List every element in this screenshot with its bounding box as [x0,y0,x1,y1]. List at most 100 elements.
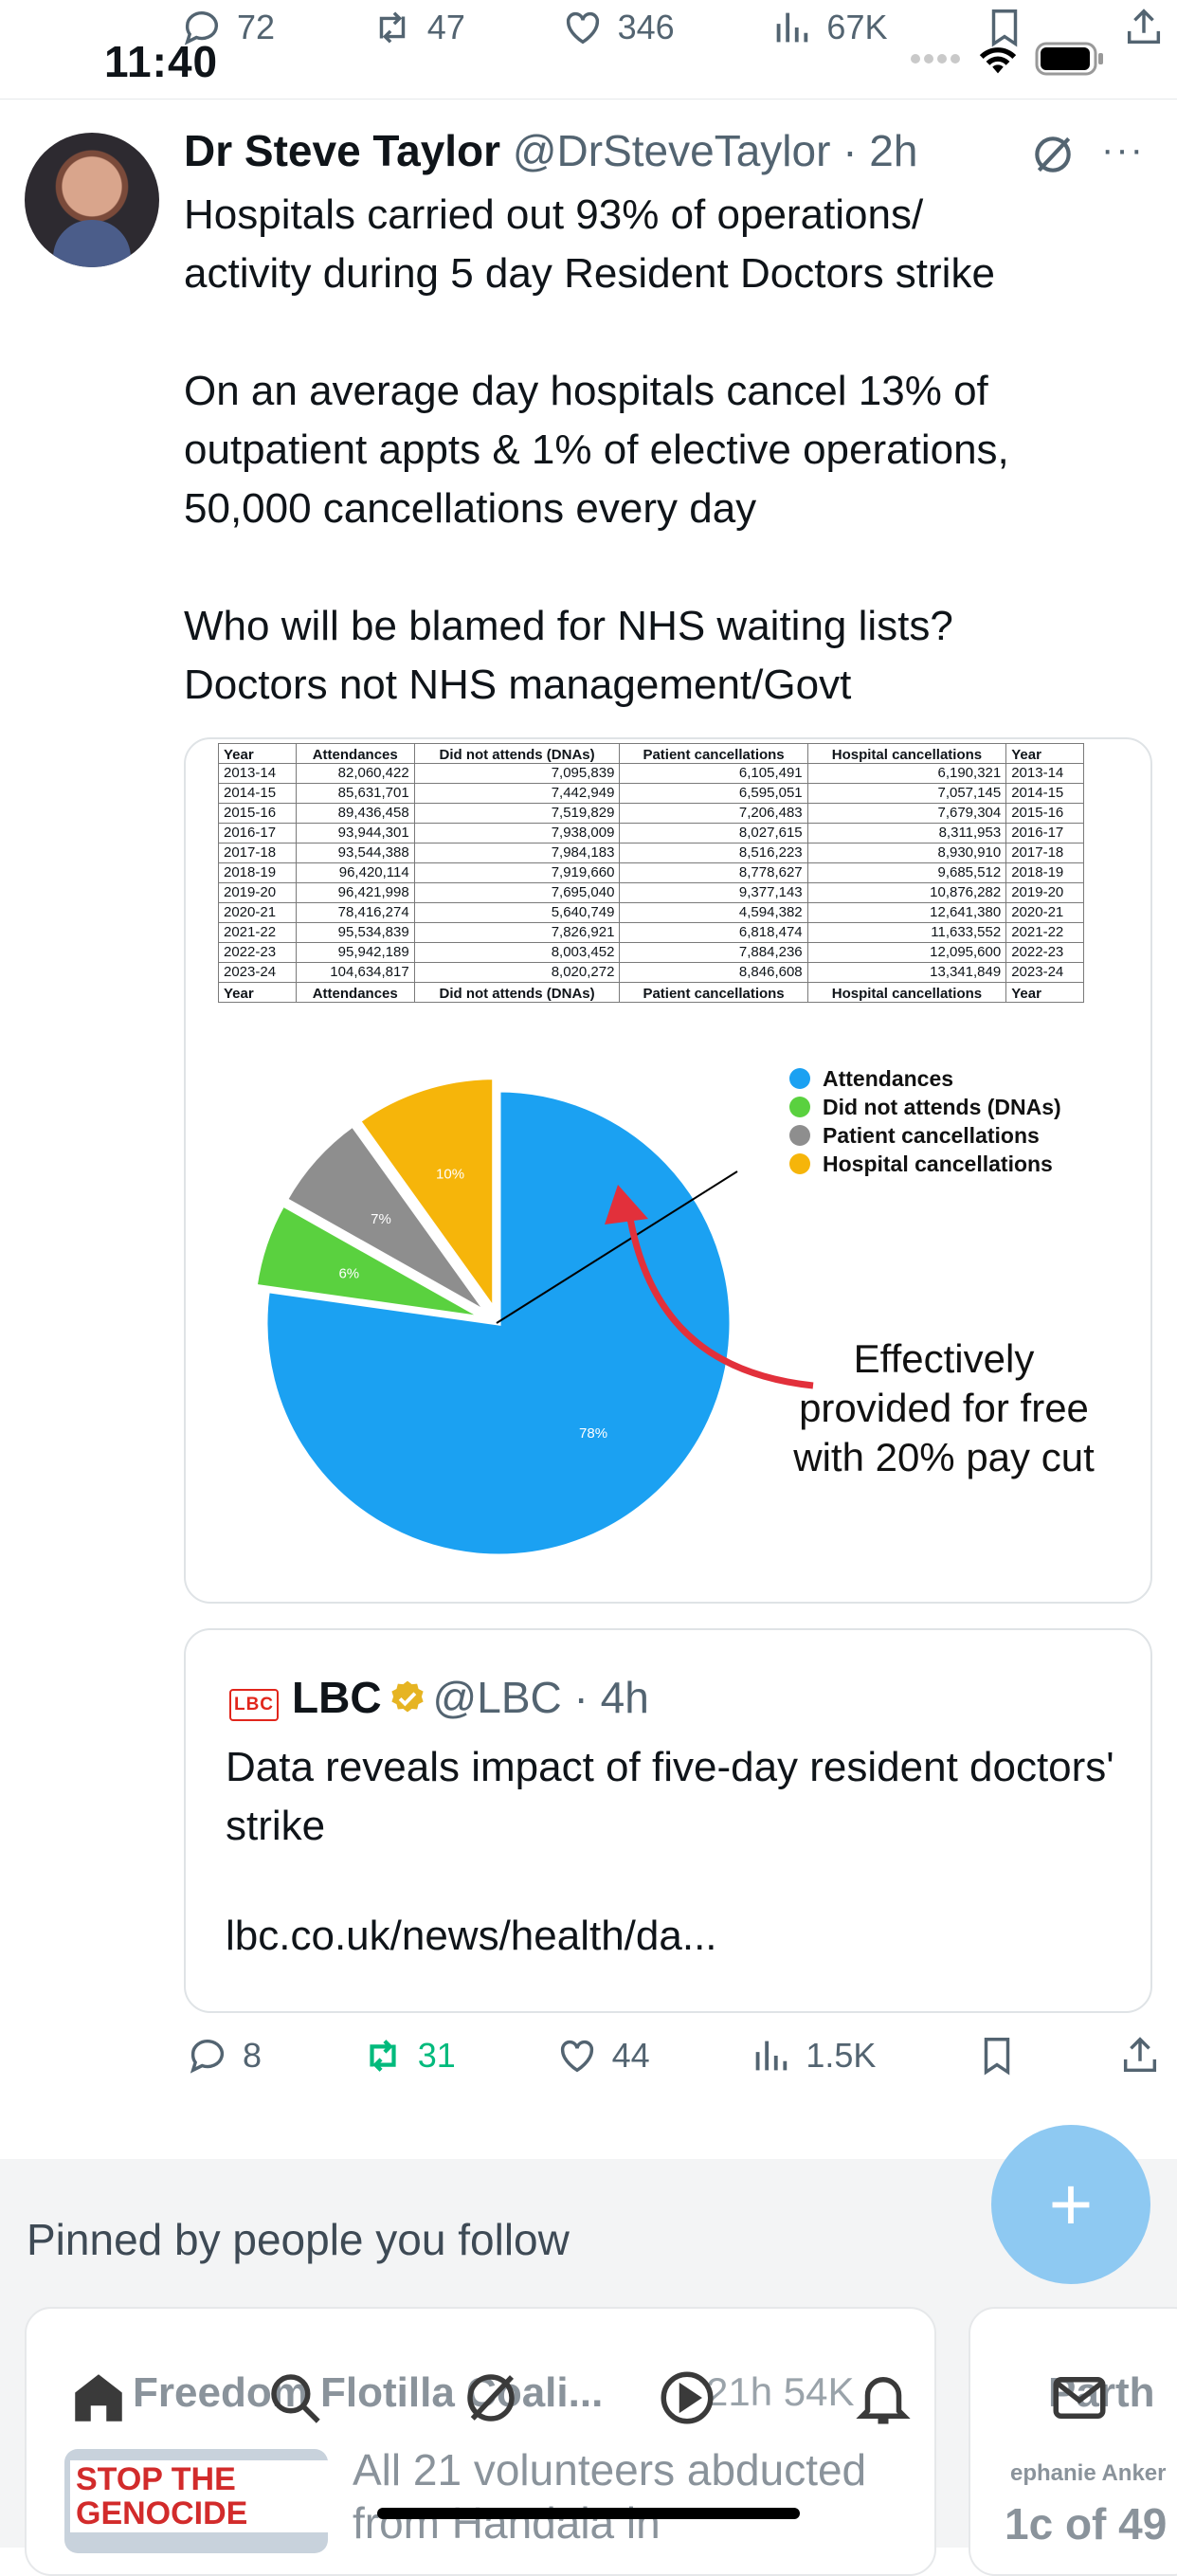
bookmark-icon [992,9,1018,47]
table-cell: 2018-19 [1005,862,1084,883]
grok-tab-icon[interactable] [460,2367,522,2429]
table-cell: 7,938,009 [413,823,621,844]
table-cell: 2023-24 [218,962,297,983]
table-row: 2014-15 85,631,701 7,442,949 6,595,051 7,057… [218,783,1084,804]
table-cell: 93,544,388 [295,843,415,863]
table-cell: 78,416,274 [295,902,415,923]
table-cell: 7,519,829 [413,803,621,824]
table-cell: 96,421,998 [295,882,415,903]
top-bookmark-button[interactable] [983,6,1026,49]
table-cell: 2013-14 [218,763,297,784]
quote-handle-time: @LBC · 4h [432,1673,649,1722]
table-row: 2016-17 93,944,301 7,938,009 8,027,615 8,311… [218,823,1084,844]
table-cell: 7,057,145 [806,783,1007,804]
table-cell: 82,060,422 [295,763,415,784]
table-cell: 104,634,817 [295,962,415,983]
legend-swatch [789,1068,810,1089]
reply-button[interactable]: 8 [186,2034,262,2077]
status-icons [910,42,1105,76]
bell-icon[interactable] [852,2367,914,2429]
search-icon[interactable] [263,2367,326,2429]
table-cell: 7,984,183 [413,843,621,863]
col-footer: Did not attends (DNAs) [413,982,621,1003]
legend-swatch [789,1153,810,1174]
quote-link[interactable]: lbc.co.uk/news/health/da... [226,1913,717,1959]
tweet-media[interactable]: Year Attendances Did not attends (DNAs) … [184,737,1152,1604]
slice-label: 7% [371,1211,391,1227]
col-footer: Attendances [295,982,415,1003]
top-action-bar [0,0,1177,100]
pinned-card-name: Freedom Flotilla Coali... [133,2369,604,2416]
table-cell: 7,095,839 [413,763,621,784]
col-header: Year [1005,743,1084,764]
like-button[interactable]: 44 [555,2034,650,2077]
bottom-tab-bar [0,2341,1177,2455]
top-like-button[interactable]: 346 [561,6,675,49]
views-count: 1.5K [806,2036,877,2075]
quoted-tweet[interactable]: LBC LBC @LBC · 4h Data reveals impact of … [184,1628,1152,2013]
compose-button[interactable]: + [991,2125,1150,2284]
play-icon[interactable] [656,2367,718,2429]
legend-entry: Did not attends (DNAs) [823,1095,1061,1119]
grok-icon[interactable] [1029,131,1077,178]
slice-label: 78% [579,1425,607,1442]
table-cell: 2014-15 [1005,783,1084,804]
repost-icon [370,2040,396,2072]
like-icon [566,11,599,45]
table-cell: 7,695,040 [413,882,621,903]
table-cell: 2019-20 [1005,882,1084,903]
table-cell: 12,641,380 [806,902,1007,923]
pinned-card[interactable] [969,2307,1177,2576]
author-avatar[interactable] [25,133,159,267]
tweet-text: Hospitals carried out 93% of operations/… [184,191,1009,708]
table-cell: 2015-16 [1005,803,1084,824]
tweet-actions: 8 31 44 1.5K [186,2034,1162,2077]
repost-button[interactable]: 31 [361,2034,456,2077]
pinned-card-meta: 21h 54K [706,2369,855,2414]
repost-icon [379,11,406,44]
col-header: Hospital cancellations [806,743,1007,764]
more-options-button[interactable]: ··· [1101,129,1145,171]
pie-slice-2 [252,1201,487,1321]
stats-table: Year Attendances Did not attends (DNAs) … [218,743,1084,1003]
quote-author: LBC @LBC · 4h [292,1672,649,1723]
bookmark-button[interactable] [975,2034,1019,2077]
table-row: 2021-22 95,534,839 7,826,921 6,818,474 11,63… [218,922,1084,943]
annotation-line: with 20% pay cut [792,1435,1095,1479]
top-actions: 72 47 346 67K [180,6,1166,49]
home-indicator [377,2508,800,2519]
top-share-button[interactable] [1122,6,1166,49]
table-cell: 2017-18 [218,843,297,863]
table-cell: 2022-23 [218,942,297,963]
table-cell: 7,919,660 [413,862,621,883]
legend-swatch [789,1097,810,1117]
table-cell: 2021-22 [1005,922,1084,943]
home-icon[interactable] [67,2367,130,2429]
top-reply-button[interactable]: 72 [180,6,275,49]
table-cell: 89,436,458 [295,803,415,824]
share-icon [1127,9,1161,45]
table-cell: 2016-17 [1005,823,1084,844]
views-button[interactable]: 1.5K [749,2034,876,2077]
mail-icon[interactable] [1048,2367,1111,2429]
table-cell: 7,442,949 [413,783,621,804]
reply-icon [184,11,219,45]
slice-label: 6% [338,1266,359,1282]
table-cell: 2023-24 [1005,962,1084,983]
top-views-button[interactable]: 67K [770,6,887,49]
table-cell: 12,095,600 [806,942,1007,963]
quote-display-name: LBC [292,1673,382,1722]
top-reply-count: 72 [237,8,276,46]
table-cell: 13,341,849 [806,962,1007,983]
top-repost-button[interactable]: 47 [371,6,465,49]
col-header: Did not attends (DNAs) [413,743,621,764]
share-button[interactable] [1118,2034,1162,2077]
bookmark-icon [984,2038,1010,2076]
thumbnail-text: STOP THE GENOCIDE [70,2460,328,2532]
annotation-line: provided for free [799,1386,1089,1430]
tweet-author[interactable]: Dr Steve Taylor @DrSteveTaylor · 2h [184,125,917,176]
pinned-title: Pinned by people you follow [27,2215,570,2264]
col-footer: Hospital cancellations [806,982,1007,1003]
col-footer: Patient cancellations [619,982,808,1003]
share-icon [1123,2037,1156,2073]
